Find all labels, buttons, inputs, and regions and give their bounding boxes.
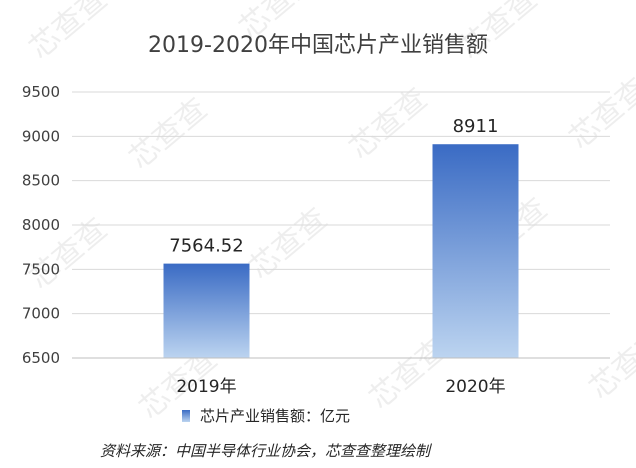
bar bbox=[432, 144, 519, 358]
x-tick-label: 2020年 bbox=[445, 377, 505, 397]
bars bbox=[163, 144, 519, 358]
source-note: 资料来源：中国半导体行业协会，芯查查整理绘制 bbox=[100, 442, 433, 460]
watermark: 芯查查芯查查芯查查芯查查芯查查芯查查芯查查芯查查芯查查芯查查芯查查芯查查 bbox=[23, 0, 636, 426]
legend: 芯片产业销售额：亿元 bbox=[182, 407, 350, 425]
y-tick-label: 7000 bbox=[22, 305, 60, 323]
watermark-mark: 芯查查 bbox=[343, 81, 434, 166]
y-tick-label: 6500 bbox=[22, 349, 60, 367]
y-tick-label: 8500 bbox=[22, 172, 60, 190]
y-tick-label: 7500 bbox=[22, 260, 60, 278]
x-tick-label: 2019年 bbox=[176, 377, 236, 397]
watermark-mark: 芯查查 bbox=[23, 0, 114, 66]
watermark-mark: 芯查查 bbox=[563, 71, 636, 156]
data-label: 8911 bbox=[453, 116, 499, 137]
legend-label: 芯片产业销售额：亿元 bbox=[200, 407, 350, 425]
y-tick-label: 9500 bbox=[22, 83, 60, 101]
y-axis-ticks: 6500 7000 7500 8000 8500 9000 9500 bbox=[22, 83, 60, 367]
watermark-mark: 芯查查 bbox=[243, 201, 334, 286]
watermark-mark: 芯查查 bbox=[583, 321, 636, 406]
legend-swatch bbox=[182, 410, 190, 422]
x-axis-ticks: 2019年 2020年 bbox=[176, 377, 505, 397]
y-tick-label: 9000 bbox=[22, 127, 60, 145]
data-label: 7564.52 bbox=[169, 236, 243, 257]
watermark-mark: 芯查查 bbox=[123, 91, 214, 176]
bar bbox=[163, 263, 250, 358]
gridlines bbox=[72, 91, 610, 315]
chart-title: 2019-2020年中国芯片产业销售额 bbox=[148, 33, 488, 58]
y-tick-label: 8000 bbox=[22, 216, 60, 234]
data-labels: 7564.52 8911 bbox=[169, 116, 498, 256]
